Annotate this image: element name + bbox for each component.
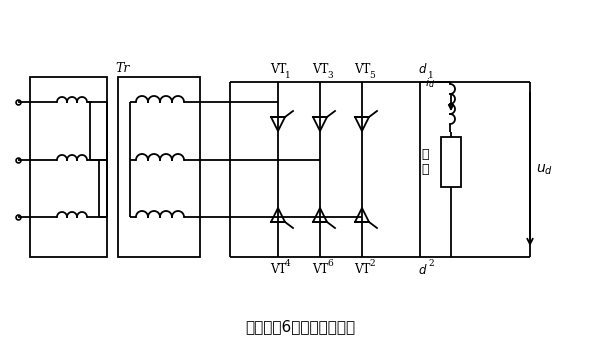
Text: $d$: $d$: [418, 62, 428, 76]
Text: VT: VT: [354, 263, 370, 276]
Bar: [30, 77, 107, 257]
Text: 4: 4: [285, 259, 291, 268]
Text: VT: VT: [270, 263, 286, 276]
Text: 三相全波6脉冲整流原理图: 三相全波6脉冲整流原理图: [245, 319, 355, 334]
Text: Tr: Tr: [115, 62, 130, 75]
Text: VT: VT: [312, 263, 328, 276]
Text: VT: VT: [354, 63, 370, 76]
Bar: [118, 77, 200, 257]
Text: 2: 2: [369, 259, 374, 268]
Text: $i_d$: $i_d$: [425, 76, 435, 90]
Text: 5: 5: [369, 71, 375, 80]
Text: 1: 1: [285, 71, 291, 80]
Text: 1: 1: [428, 71, 434, 80]
Text: $u_d$: $u_d$: [536, 162, 553, 177]
Text: 负
载: 负 载: [421, 148, 429, 176]
Text: $d$: $d$: [418, 263, 428, 277]
Bar: [441, 137, 461, 187]
Text: 6: 6: [327, 259, 333, 268]
Text: 3: 3: [327, 71, 332, 80]
Text: VT: VT: [312, 63, 328, 76]
Text: VT: VT: [270, 63, 286, 76]
Text: 2: 2: [428, 259, 434, 268]
